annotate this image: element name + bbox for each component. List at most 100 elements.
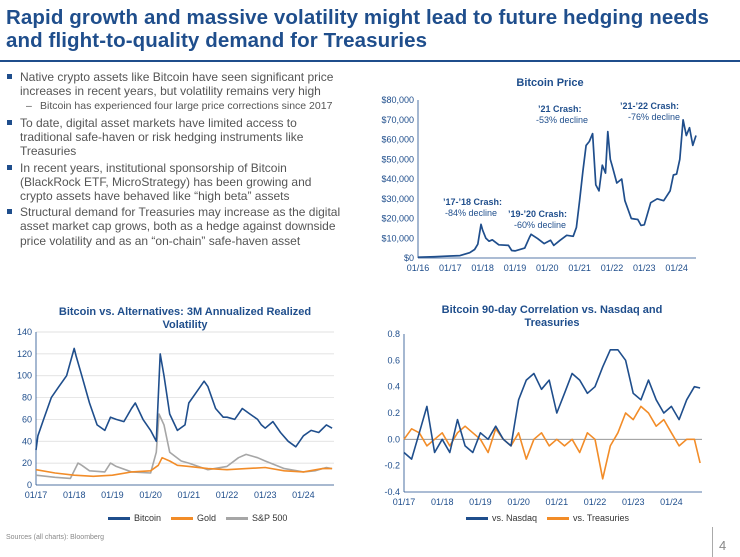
x-tick-label: 01/18 <box>471 263 494 273</box>
x-tick-label: 01/22 <box>584 497 607 507</box>
series-line-bitcoin <box>417 118 697 259</box>
crash-annotations: ’17-’18 Crash: -84% decline ’19-’20 Cras… <box>443 101 680 230</box>
x-tick-label: 01/24 <box>292 490 315 500</box>
volatility-chart: 0 20 40 60 80 100 120 140 01/17 01/18 01/19 01/20 01… <box>17 327 334 500</box>
legend-bitcoin: Bitcoin <box>108 513 161 523</box>
annotation-2122-title: ’21-’22 Crash: <box>620 101 679 111</box>
sub-bullet-dash: – <box>26 100 32 113</box>
y-tick-label: 40 <box>22 436 32 446</box>
correlation-legend: vs. Nasdaq vs. Treasuries <box>466 513 639 523</box>
legend-label: Gold <box>197 513 217 523</box>
x-tick-label: 01/18 <box>63 490 86 500</box>
page-number: 4 <box>719 538 727 553</box>
bullet-item: In recent years, institutional sponsorsh… <box>6 161 346 204</box>
x-tick-label: 01/16 <box>407 263 430 273</box>
annotation-2122-text: -76% decline <box>628 112 680 122</box>
y-tick-label: 20 <box>22 458 32 468</box>
sources-note: Sources (all charts): Bloomberg <box>6 534 105 541</box>
y-tick-label: $50,000 <box>381 154 414 164</box>
x-tick-label: 01/19 <box>504 263 527 273</box>
y-tick-label: 0 <box>27 480 32 490</box>
annotation-1718-title: ’17-’18 Crash: <box>443 197 502 207</box>
y-tick-label: $60,000 <box>381 135 414 145</box>
legend-label: S&P 500 <box>252 513 288 523</box>
correlation-chart-title: Bitcoin 90-day Correlation vs. Nasdaq an… <box>441 304 663 329</box>
legend-swatch <box>171 516 194 520</box>
x-tick-label: 01/17 <box>25 490 48 500</box>
y-tick-label: 0.4 <box>387 382 400 392</box>
y-tick-label: 100 <box>17 371 32 381</box>
series-line-bitcoin <box>35 347 333 451</box>
bullet-item: Native crypto assets like Bitcoin have s… <box>6 70 346 98</box>
sub-bullet-item: – Bitcoin has experienced four large pri… <box>6 100 346 113</box>
x-tick-label: 01/22 <box>601 263 624 273</box>
y-tick-label: $20,000 <box>381 214 414 224</box>
x-tick-label: 01/19 <box>469 497 492 507</box>
series-line-vs-nasdaq <box>403 348 701 460</box>
x-tick-label: 01/20 <box>139 490 162 500</box>
bullet-text: To date, digital asset markets have limi… <box>20 115 304 159</box>
legend-sp500: S&P 500 <box>226 513 287 523</box>
x-tick-label: 01/20 <box>536 263 559 273</box>
series-line-gold <box>35 456 333 478</box>
legend-label: vs. Nasdaq <box>492 513 538 523</box>
y-tick-label: $0 <box>404 253 414 263</box>
x-tick-label: 01/24 <box>660 497 683 507</box>
y-tick-label: 0.0 <box>387 434 400 444</box>
volatility-legend: Bitcoin Gold S&P 500 <box>108 513 297 523</box>
x-tick-label: 01/22 <box>216 490 239 500</box>
x-tick-label: 01/23 <box>622 497 645 507</box>
series-line-vs-treasuries <box>403 405 701 480</box>
correlation-chart: -0.4 -0.2 0.0 0.2 0.4 0.6 0.8 01/17 01/18 01/19 01… <box>384 329 702 507</box>
bitcoin-price-chart: $0 $10,000 $20,000 $30,000 $40,000 $50,000 $60… <box>381 95 697 273</box>
y-tick-label: $80,000 <box>381 95 414 105</box>
y-tick-label: 60 <box>22 414 32 424</box>
legend-swatch <box>547 516 570 520</box>
y-tick-label: 0.2 <box>387 408 400 418</box>
y-tick-label: -0.2 <box>384 461 400 471</box>
y-tick-label: 0.6 <box>387 355 400 365</box>
series-line-s-p-500 <box>35 413 333 480</box>
legend-treasuries: vs. Treasuries <box>547 513 629 523</box>
bullet-marker <box>7 209 12 215</box>
x-tick-label: 01/17 <box>393 497 416 507</box>
x-tick-label: 01/21 <box>178 490 201 500</box>
legend-label: vs. Treasuries <box>573 513 630 523</box>
y-tick-label: 140 <box>17 327 32 337</box>
bullet-text: In recent years, institutional sponsorsh… <box>20 160 312 203</box>
x-tick-label: 01/23 <box>254 490 277 500</box>
bullet-marker <box>7 74 12 79</box>
x-tick-label: 01/20 <box>507 497 530 507</box>
legend-gold: Gold <box>171 513 216 523</box>
annotation-1920-title: ’19-’20 Crash: <box>508 209 567 219</box>
y-tick-label: 80 <box>22 393 32 403</box>
legend-swatch <box>466 516 488 520</box>
x-tick-label: 01/18 <box>431 497 454 507</box>
bitcoin-price-chart-title: Bitcoin Price <box>516 77 584 89</box>
y-tick-label: $70,000 <box>381 115 414 125</box>
y-tick-label: 0.8 <box>387 329 400 339</box>
bullet-text: Native crypto assets like Bitcoin have s… <box>20 70 334 99</box>
page-number-divider <box>712 527 713 557</box>
volatility-chart-title: Bitcoin vs. Alternatives: 3M Annualized … <box>58 306 312 331</box>
bullet-marker <box>7 164 12 170</box>
x-tick-label: 01/17 <box>439 263 462 273</box>
annotation-21-text: -53% decline <box>536 115 588 125</box>
x-tick-label: 01/23 <box>633 263 656 273</box>
annotation-1718-text: -84% decline <box>445 208 497 218</box>
title-divider <box>0 60 740 62</box>
x-tick-label: 01/19 <box>101 490 124 500</box>
y-tick-label: $30,000 <box>381 194 414 204</box>
sub-bullet-text: Bitcoin has experienced four large price… <box>40 100 333 113</box>
y-tick-label: 120 <box>17 349 32 359</box>
legend-label: Bitcoin <box>134 513 162 523</box>
bullet-item: Structural demand for Treasuries may inc… <box>6 205 346 248</box>
x-tick-label: 01/21 <box>546 497 569 507</box>
legend-swatch <box>226 516 249 520</box>
bullet-text: Structural demand for Treasuries may inc… <box>20 205 341 248</box>
x-tick-label: 01/21 <box>568 263 591 273</box>
bullet-list: Native crypto assets like Bitcoin have s… <box>6 70 346 250</box>
x-tick-label: 01/24 <box>665 263 688 273</box>
y-tick-label: $40,000 <box>381 174 414 184</box>
bullet-item: To date, digital asset markets have limi… <box>6 116 346 159</box>
